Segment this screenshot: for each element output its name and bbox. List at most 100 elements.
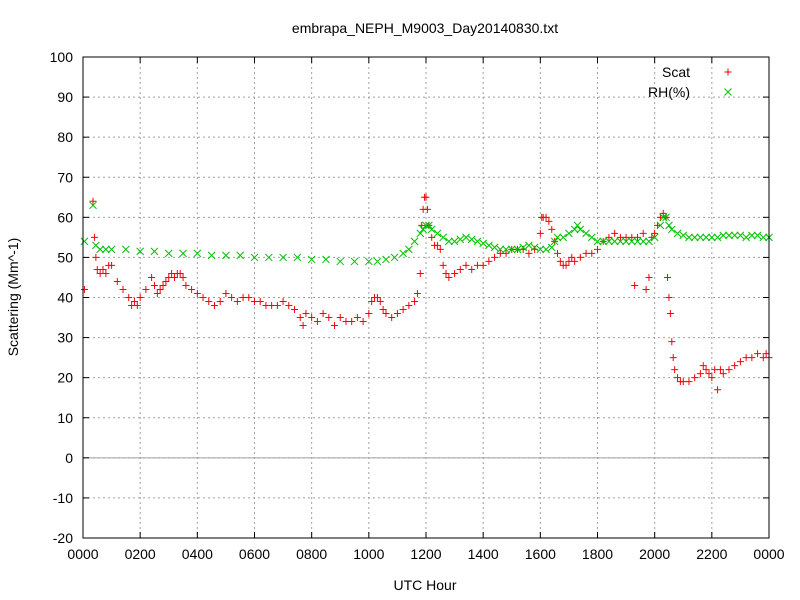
data-point <box>199 294 207 301</box>
data-point <box>296 314 304 322</box>
x-tick-label: 2000 <box>639 546 670 562</box>
data-point <box>599 237 608 246</box>
data-point <box>336 314 344 322</box>
y-tick-label: 20 <box>57 370 73 386</box>
data-point <box>639 237 648 246</box>
data-point <box>568 253 576 261</box>
data-point <box>553 249 561 257</box>
data-point <box>216 298 224 306</box>
data-point <box>550 237 559 246</box>
y-axis-ticks: -20 -10 0 10 20 30 40 50 60 70 80 90 100 <box>50 49 769 546</box>
data-point <box>382 255 390 264</box>
data-point <box>207 251 216 260</box>
y-tick-label: 100 <box>50 49 74 65</box>
data-point <box>80 237 89 246</box>
data-point <box>427 225 436 234</box>
series-scat <box>80 193 773 394</box>
data-point <box>182 281 190 289</box>
data-point <box>559 233 568 242</box>
data-point <box>382 310 390 318</box>
data-point <box>576 253 584 261</box>
data-point <box>659 213 668 222</box>
x-tick-label: 1600 <box>525 546 556 562</box>
data-point <box>222 251 230 260</box>
data-point <box>107 245 116 254</box>
data-point <box>571 257 579 265</box>
data-point <box>669 354 677 362</box>
data-point <box>759 233 768 242</box>
x-tick-label: 0000 <box>753 546 784 562</box>
data-point <box>702 233 710 242</box>
x-tick-label: 1400 <box>468 546 499 562</box>
data-point <box>113 277 121 285</box>
data-point <box>433 229 442 238</box>
data-point <box>439 233 448 242</box>
data-point <box>245 294 253 301</box>
data-point <box>548 225 556 233</box>
data-point <box>742 233 750 242</box>
data-point <box>570 225 579 234</box>
data-point <box>719 231 728 240</box>
data-point <box>576 225 585 234</box>
data-point <box>308 314 316 322</box>
data-point <box>696 233 705 242</box>
data-point <box>753 231 762 240</box>
data-point <box>747 231 756 240</box>
y-tick-label: 30 <box>57 330 73 346</box>
x-axis-ticks: 0000 0200 0400 0600 0800 1000 1200 1400 1600 1800… <box>67 57 785 562</box>
data-point <box>611 229 619 237</box>
data-point <box>436 245 444 253</box>
y-tick-label: 60 <box>57 209 73 225</box>
data-point <box>699 362 707 370</box>
y-tick-label: 40 <box>57 290 73 306</box>
data-point <box>479 261 487 269</box>
data-point <box>705 370 713 378</box>
x-tick-label: 1200 <box>410 546 441 562</box>
data-point <box>685 378 693 386</box>
data-point <box>80 285 88 293</box>
data-point <box>273 302 281 310</box>
series-rh <box>80 201 773 266</box>
data-point <box>556 257 564 265</box>
y-tick-label: -20 <box>53 530 73 546</box>
data-point <box>293 253 302 262</box>
data-point <box>754 350 762 358</box>
data-point <box>153 289 161 297</box>
data-point <box>222 289 230 297</box>
data-point <box>450 237 459 246</box>
data-point <box>256 298 264 306</box>
data-point <box>379 306 387 314</box>
data-point <box>545 217 553 225</box>
data-point <box>442 269 450 277</box>
data-point <box>634 233 642 241</box>
data-point <box>150 281 158 289</box>
data-point <box>422 221 430 230</box>
data-point <box>662 213 670 222</box>
data-point <box>299 322 307 330</box>
data-point <box>322 255 330 264</box>
y-tick-label: 50 <box>57 249 73 265</box>
data-point <box>210 302 218 310</box>
data-point <box>285 302 293 310</box>
data-point <box>411 298 419 306</box>
data-point <box>605 233 613 241</box>
data-point <box>736 231 745 240</box>
data-point <box>125 294 133 301</box>
data-point <box>413 289 421 297</box>
data-points <box>80 193 773 394</box>
data-point <box>467 235 476 244</box>
data-point <box>691 374 699 382</box>
data-point <box>307 255 316 264</box>
y-tick-label: 90 <box>57 89 73 105</box>
data-point <box>536 229 544 237</box>
data-point <box>708 374 716 382</box>
data-point <box>416 269 424 277</box>
data-point <box>719 370 727 378</box>
data-point <box>264 253 273 262</box>
data-point <box>89 201 97 210</box>
data-point <box>456 235 465 244</box>
data-point <box>90 233 98 241</box>
data-point <box>716 366 724 374</box>
x-tick-label: 0200 <box>125 546 156 562</box>
data-point <box>610 237 619 246</box>
